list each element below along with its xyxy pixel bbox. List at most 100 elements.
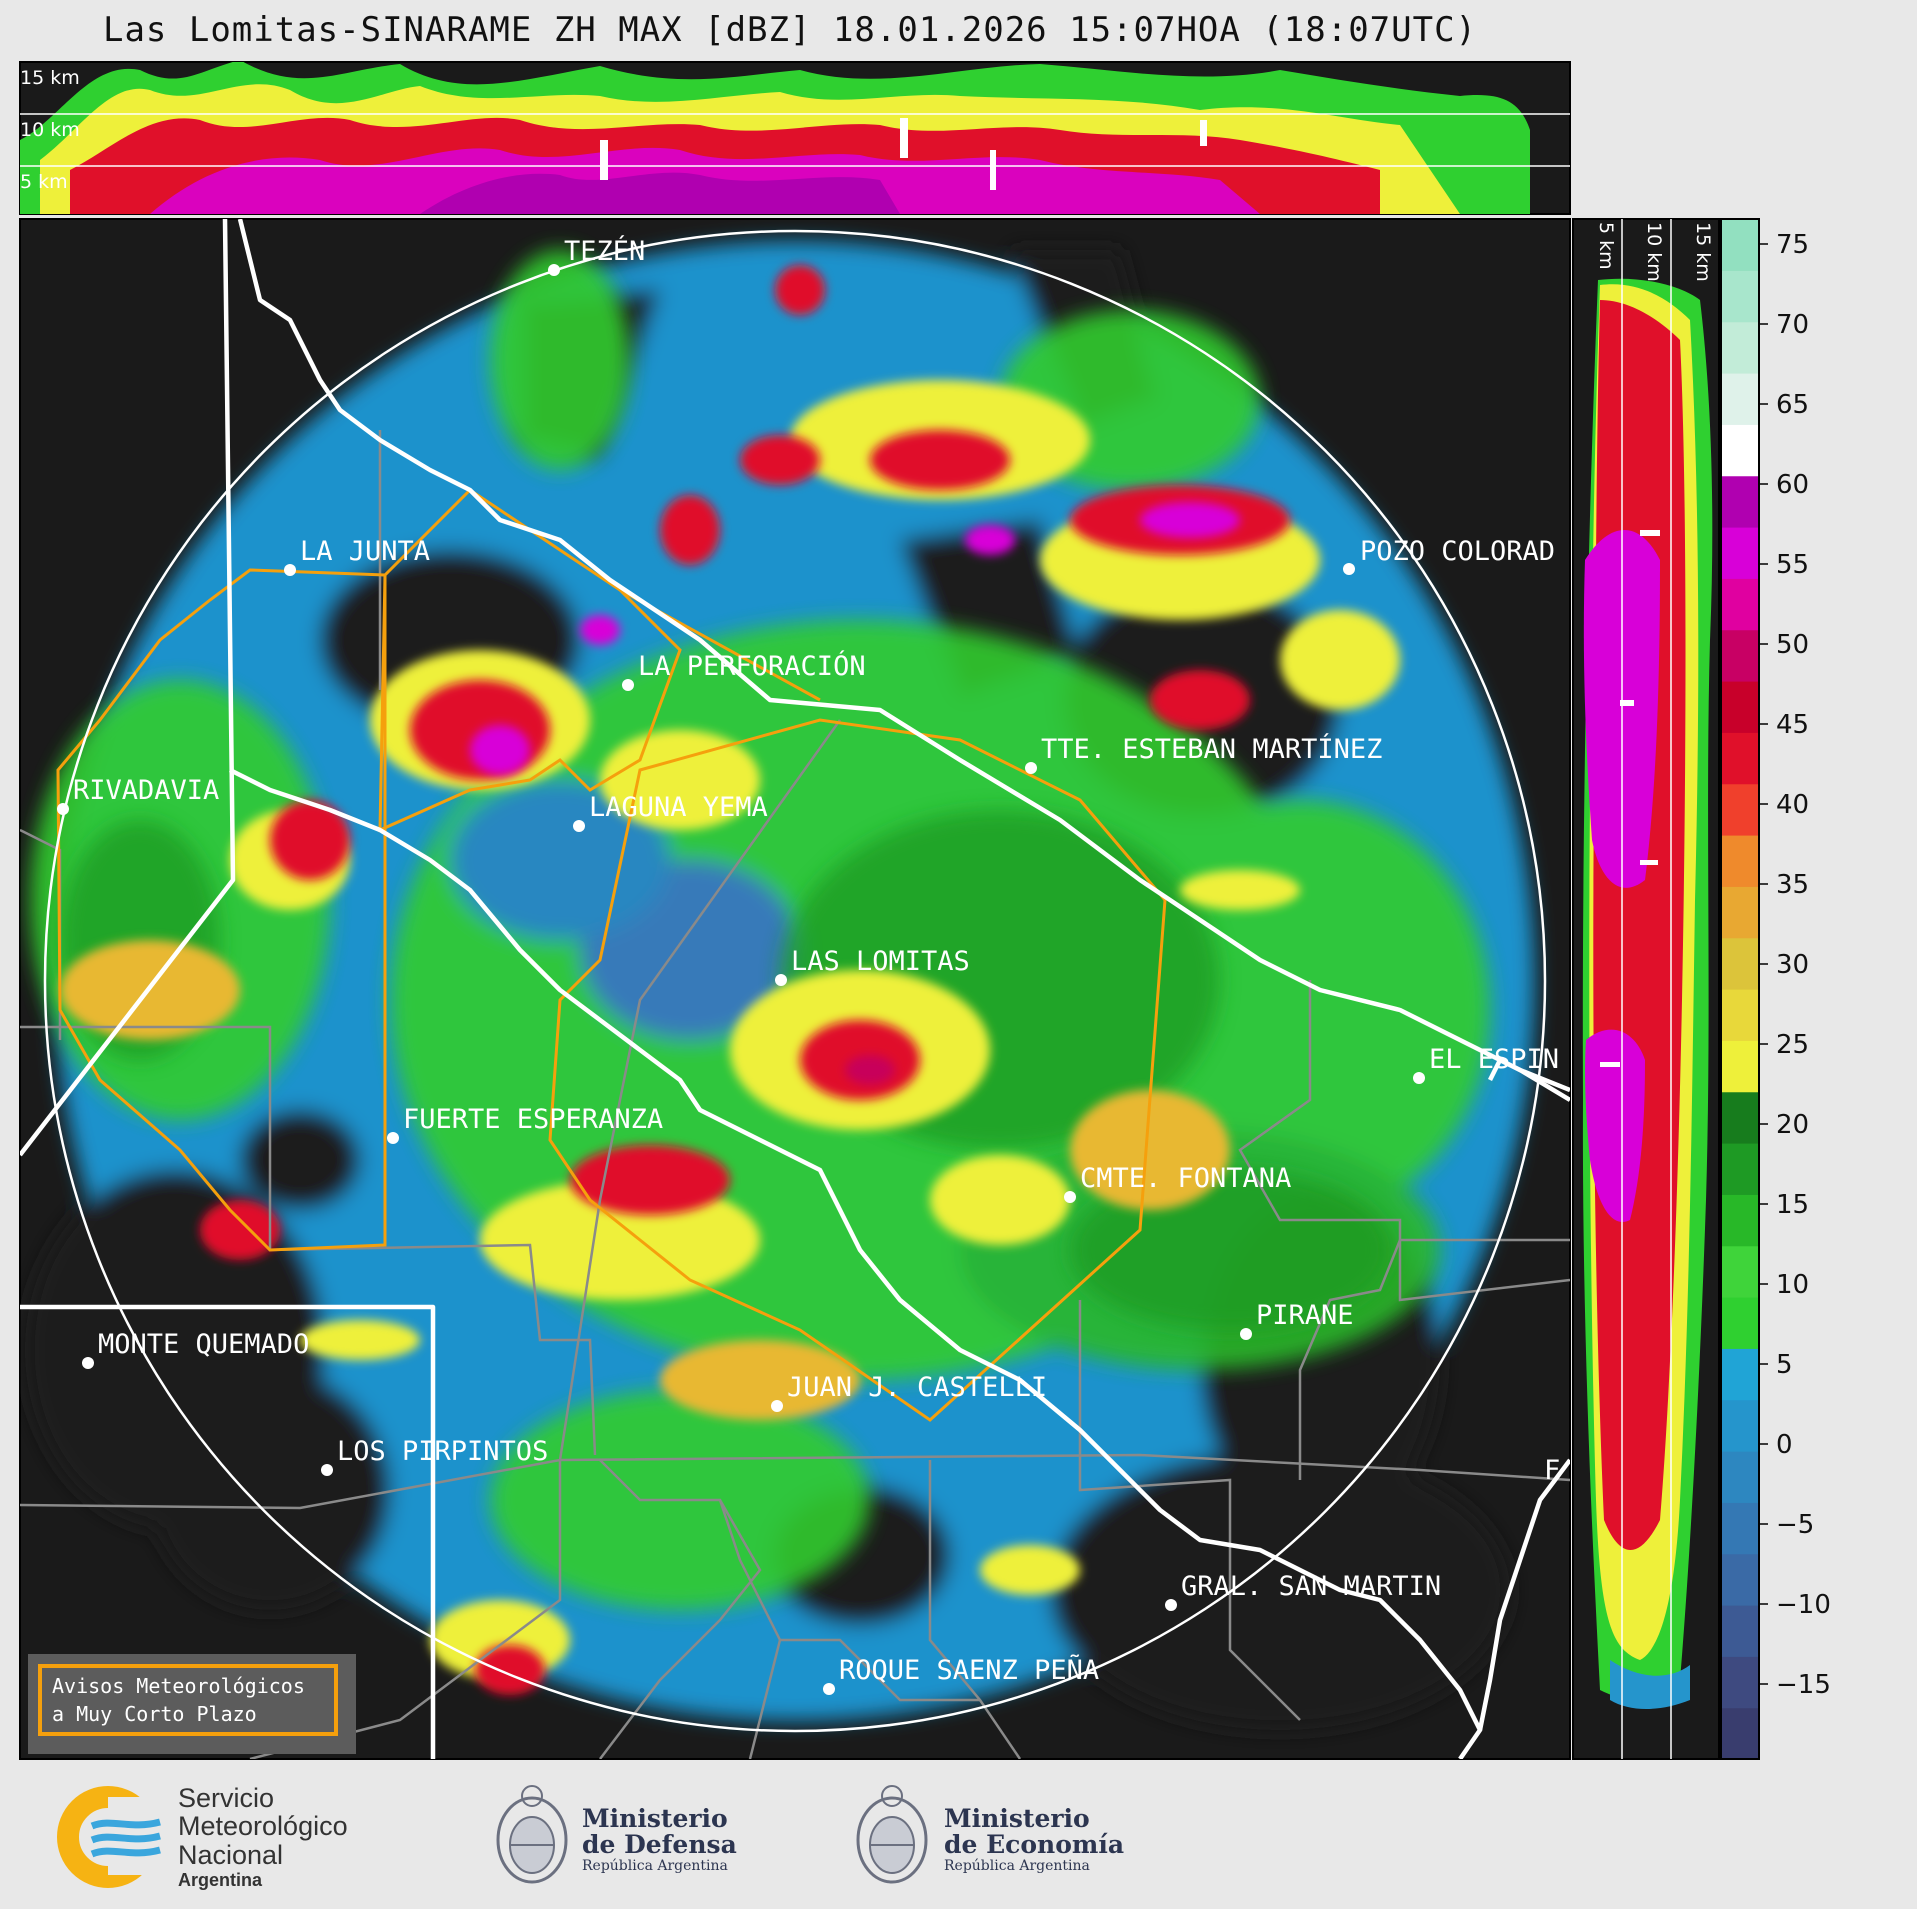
colorbar-swatch [1721,681,1759,733]
colorbar-tick: 70 [1759,310,1809,340]
svg-text:15: 15 [1776,1190,1809,1220]
place-dot [321,1464,333,1476]
place-dot [57,803,69,815]
place-label-los-pirpintos: LOS PIRPINTOS [337,1436,548,1467]
warning-legend-line1: Avisos Meteorológicos [52,1674,305,1698]
place-label-pozo-colorado: POZO COLORAD [1360,536,1555,567]
place-dot [1343,563,1355,575]
colorbar-swatch [1721,321,1759,374]
place-label-gral-san-martin: GRAL. SAN MARTIN [1181,1571,1441,1602]
defensa-logo-text: Ministerio de Defensa República Argentin… [582,1804,737,1874]
place-dot [548,264,560,276]
defensa-coat-of-arms-icon [496,1785,568,1884]
smn-logo-text: Servicio Meteorológico Nacional Argentin… [178,1783,348,1891]
warning-polygons [56,488,1167,1422]
colorbar-swatch [1721,1707,1759,1760]
colorbar-tick: 50 [1759,630,1809,660]
colorbar-tick: 15 [1759,1190,1809,1220]
svg-text:20: 20 [1776,1110,1809,1140]
colorbar-swatch [1721,783,1759,836]
economia-logo-text: Ministerio de Economía República Argenti… [944,1804,1125,1874]
colorbar-tick: 40 [1759,790,1809,820]
svg-text:5: 5 [1776,1350,1793,1380]
place-label-pirane: PIRANE [1256,1300,1354,1331]
colorbar-swatch [1721,1143,1759,1195]
svg-text:35: 35 [1776,870,1809,900]
colorbar-swatch [1721,989,1759,1041]
colorbar: 75 70 65 60 55 50 45 40 35 30 25 20 15 1… [1720,218,1831,1760]
colorbar-tick: 65 [1759,390,1809,420]
colorbar-swatch [1721,835,1759,887]
footer-logos [57,1785,928,1888]
warning-legend-box: Avisos Meteorológicos a Muy Corto Plazo [28,1654,356,1754]
colorbar-tick: −5 [1759,1510,1814,1540]
radar-map-panel: TEZÉN LA JUNTA POZO COLORAD LA PERFORACI… [19,218,1571,1760]
side-tick-10km: 10 km [1643,222,1665,282]
svg-text:70: 70 [1776,310,1809,340]
place-label-el-espin: EL ESPIN [1429,1044,1559,1075]
colorbar-swatch [1721,1194,1759,1247]
place-label-las-lomitas: LAS LOMITAS [791,946,970,977]
colorbar-swatch [1721,629,1759,682]
place-dot [82,1357,94,1369]
colorbar-swatch [1721,424,1759,477]
border-lines [20,219,1570,1759]
svg-text:0: 0 [1776,1430,1793,1460]
place-label-juan-j-castelli: JUAN J. CASTELLI [787,1372,1047,1403]
top-tick-15km: 15 km [20,67,80,89]
place-dot [1064,1191,1076,1203]
place-label-tte-esteban-martinez: TTE. ESTEBAN MARTÍNEZ [1041,733,1382,765]
place-label-la-perforacion: LA PERFORACIÓN [638,650,866,682]
colorbar-tick: 45 [1759,710,1809,740]
place-dot [775,974,787,986]
colorbar-tick: 55 [1759,550,1809,580]
department-boundaries [20,430,1570,1759]
place-dot [622,679,634,691]
svg-text:45: 45 [1776,710,1809,740]
colorbar-tick: 75 [1759,230,1809,260]
colorbar-swatch [1721,1091,1759,1144]
colorbar-swatch [1721,886,1759,939]
svg-text:10: 10 [1776,1270,1809,1300]
colorbar-tick: −10 [1759,1590,1831,1620]
svg-text:−5: −5 [1776,1510,1814,1540]
svg-text:55: 55 [1776,550,1809,580]
colorbar-swatch [1721,1040,1759,1093]
colorbar-swatch [1721,732,1759,785]
radar-range-ring [43,229,1547,1733]
svg-text:30: 30 [1776,950,1809,980]
colorbar-swatch [1721,219,1759,271]
place-label-laguna-yema: LAGUNA YEMA [589,792,768,823]
place-dot [1240,1328,1252,1340]
colorbar-swatch [1721,475,1759,528]
colorbar-swatch [1721,1502,1759,1555]
colorbar-swatch [1721,270,1759,323]
svg-text:−15: −15 [1776,1670,1831,1700]
place-dot [284,564,296,576]
colorbar-swatch [1721,373,1759,425]
colorbar-tick: 0 [1759,1430,1793,1460]
place-label-fuerte-esperanza: FUERTE ESPERANZA [403,1104,663,1135]
colorbar-tick: −15 [1759,1670,1831,1700]
smn-logo-emblem [57,1786,161,1888]
place-dot [1025,762,1037,774]
place-label-tezen: TEZÉN [564,235,645,267]
place-label-cmte-fontana: CMTE. FONTANA [1080,1163,1291,1194]
place-label-roque-saenz-pena: ROQUE SAENZ PEÑA [839,1654,1099,1686]
colorbar-swatch [1721,527,1759,579]
top-echo-band [20,62,1530,214]
svg-text:40: 40 [1776,790,1809,820]
colorbar-swatch [1721,1399,1759,1452]
colorbar-tick: 25 [1759,1030,1809,1060]
side-tick-15km: 15 km [1692,222,1714,282]
svg-text:75: 75 [1776,230,1809,260]
top-cross-section-panel: 15 km 10 km 5 km [19,61,1571,215]
place-dot [387,1132,399,1144]
colorbar-swatch [1721,937,1759,990]
place-dot [823,1683,835,1695]
warning-legend-line2: a Muy Corto Plazo [52,1702,257,1726]
colorbar-tick: 5 [1759,1350,1793,1380]
colorbar-tick: 35 [1759,870,1809,900]
colorbar-swatches [1721,219,1759,1760]
